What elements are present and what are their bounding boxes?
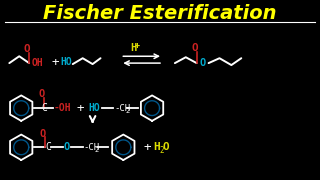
Text: 2: 2 — [125, 108, 130, 114]
Text: C: C — [45, 142, 51, 152]
Text: 2: 2 — [95, 147, 99, 153]
Text: -CH: -CH — [84, 143, 100, 152]
Text: O: O — [163, 142, 170, 152]
Text: Fischer Esterification: Fischer Esterification — [43, 4, 277, 23]
Text: -CH: -CH — [114, 104, 131, 113]
Text: H: H — [130, 43, 137, 53]
Text: O: O — [191, 43, 198, 53]
Text: O: O — [24, 44, 30, 54]
Text: +: + — [51, 56, 59, 69]
Text: O: O — [40, 129, 46, 139]
Text: O: O — [200, 58, 206, 68]
Text: -OH: -OH — [54, 103, 72, 113]
Text: +: + — [77, 102, 84, 115]
Text: +: + — [143, 141, 151, 154]
Text: HO: HO — [89, 103, 100, 113]
Text: O: O — [39, 89, 45, 99]
Text: +: + — [135, 41, 140, 50]
Text: OH: OH — [31, 58, 43, 68]
Text: HO: HO — [61, 57, 73, 67]
Text: 2: 2 — [159, 146, 164, 155]
Text: H: H — [153, 142, 160, 152]
Text: O: O — [64, 142, 70, 152]
Text: C: C — [41, 103, 47, 113]
